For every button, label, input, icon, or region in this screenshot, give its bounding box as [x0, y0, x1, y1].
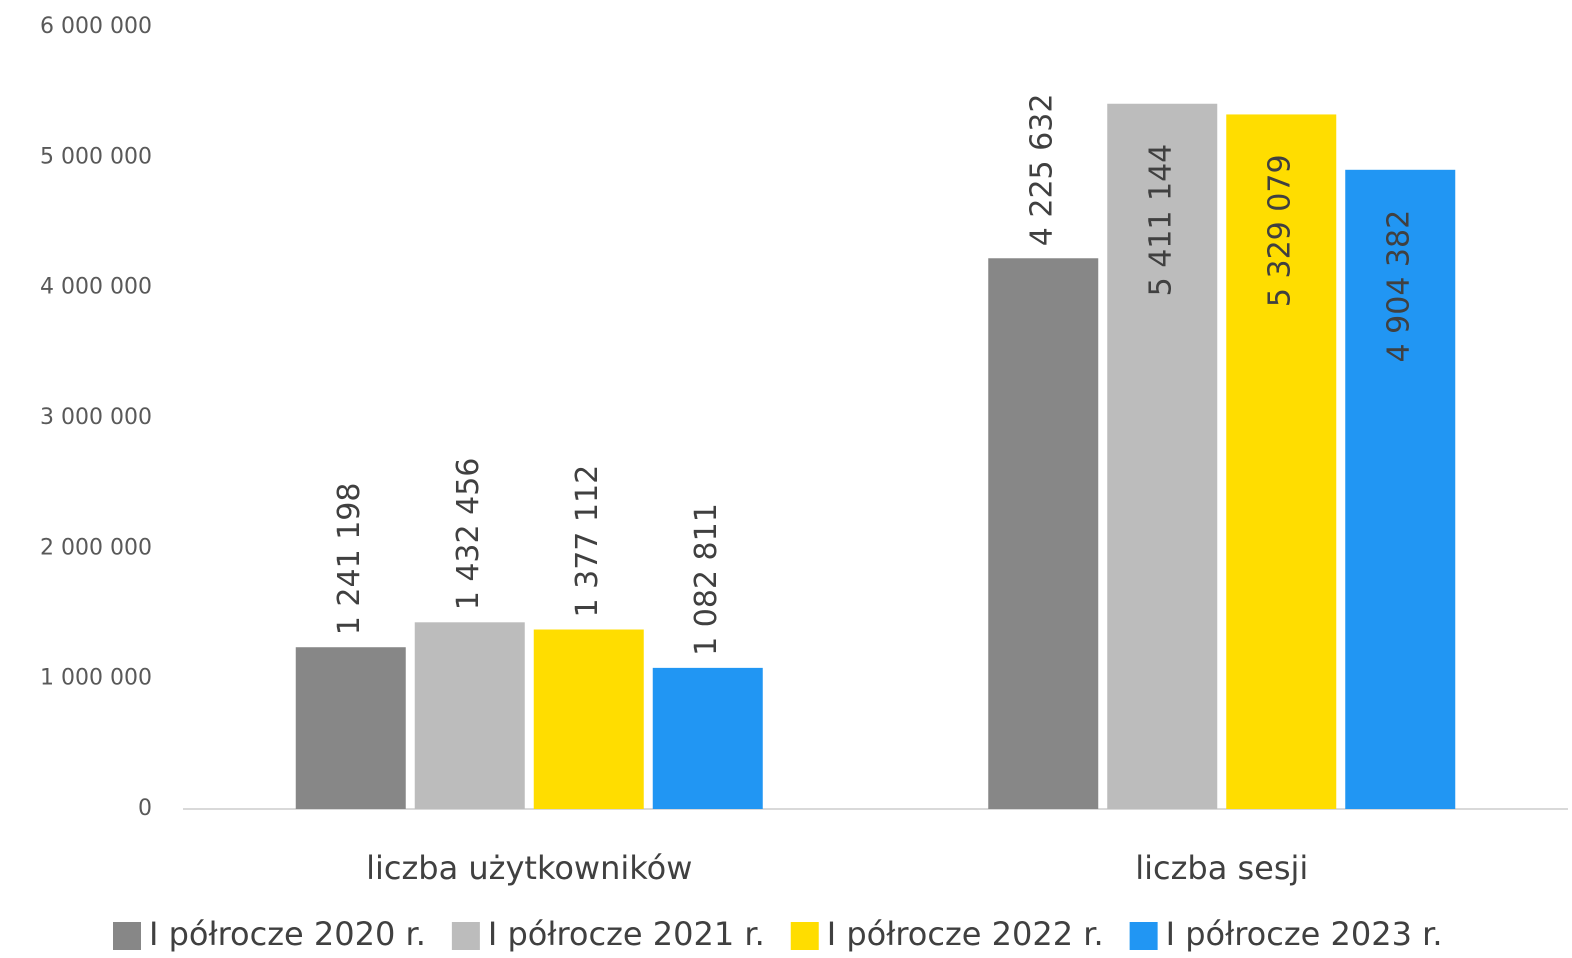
- y-tick-label: 2 000 000: [40, 535, 152, 560]
- y-tick-label: 1 000 000: [40, 666, 152, 691]
- value-label: 4 904 382: [1382, 210, 1417, 363]
- bar: [414, 622, 525, 809]
- y-tick-label: 0: [138, 796, 152, 821]
- bar: [295, 647, 406, 809]
- legend-label: I półrocze 2021 r.: [488, 915, 765, 953]
- bar: [1345, 169, 1456, 810]
- bar: [652, 667, 763, 809]
- x-tick-label: liczba sesji: [1135, 849, 1308, 887]
- bar: [1226, 114, 1337, 810]
- legend-swatch: [790, 922, 819, 950]
- bar: [533, 629, 644, 809]
- value-label: 1 082 811: [689, 503, 724, 656]
- value-label: 1 432 456: [451, 458, 486, 611]
- x-tick-label: liczba użytkowników: [366, 849, 692, 887]
- y-tick-label: 4 000 000: [40, 275, 152, 300]
- y-tick-label: 3 000 000: [40, 405, 152, 430]
- value-label: 1 241 198: [332, 483, 367, 636]
- legend-swatch: [451, 922, 480, 950]
- value-label: 5 411 144: [1144, 144, 1179, 297]
- legend-label: I półrocze 2022 r.: [827, 915, 1104, 953]
- legend-label: I półrocze 2020 r.: [149, 915, 426, 953]
- value-label: 4 225 632: [1025, 94, 1060, 247]
- bar: [1107, 103, 1218, 810]
- value-label: 5 329 079: [1263, 154, 1298, 307]
- legend-swatch: [1129, 922, 1158, 950]
- y-tick-label: 6 000 000: [40, 14, 152, 39]
- value-label: 1 377 112: [570, 465, 605, 618]
- y-tick-label: 5 000 000: [40, 144, 152, 169]
- legend-label: I półrocze 2023 r.: [1166, 915, 1443, 953]
- legend-swatch: [113, 922, 141, 950]
- bar: [988, 258, 1099, 810]
